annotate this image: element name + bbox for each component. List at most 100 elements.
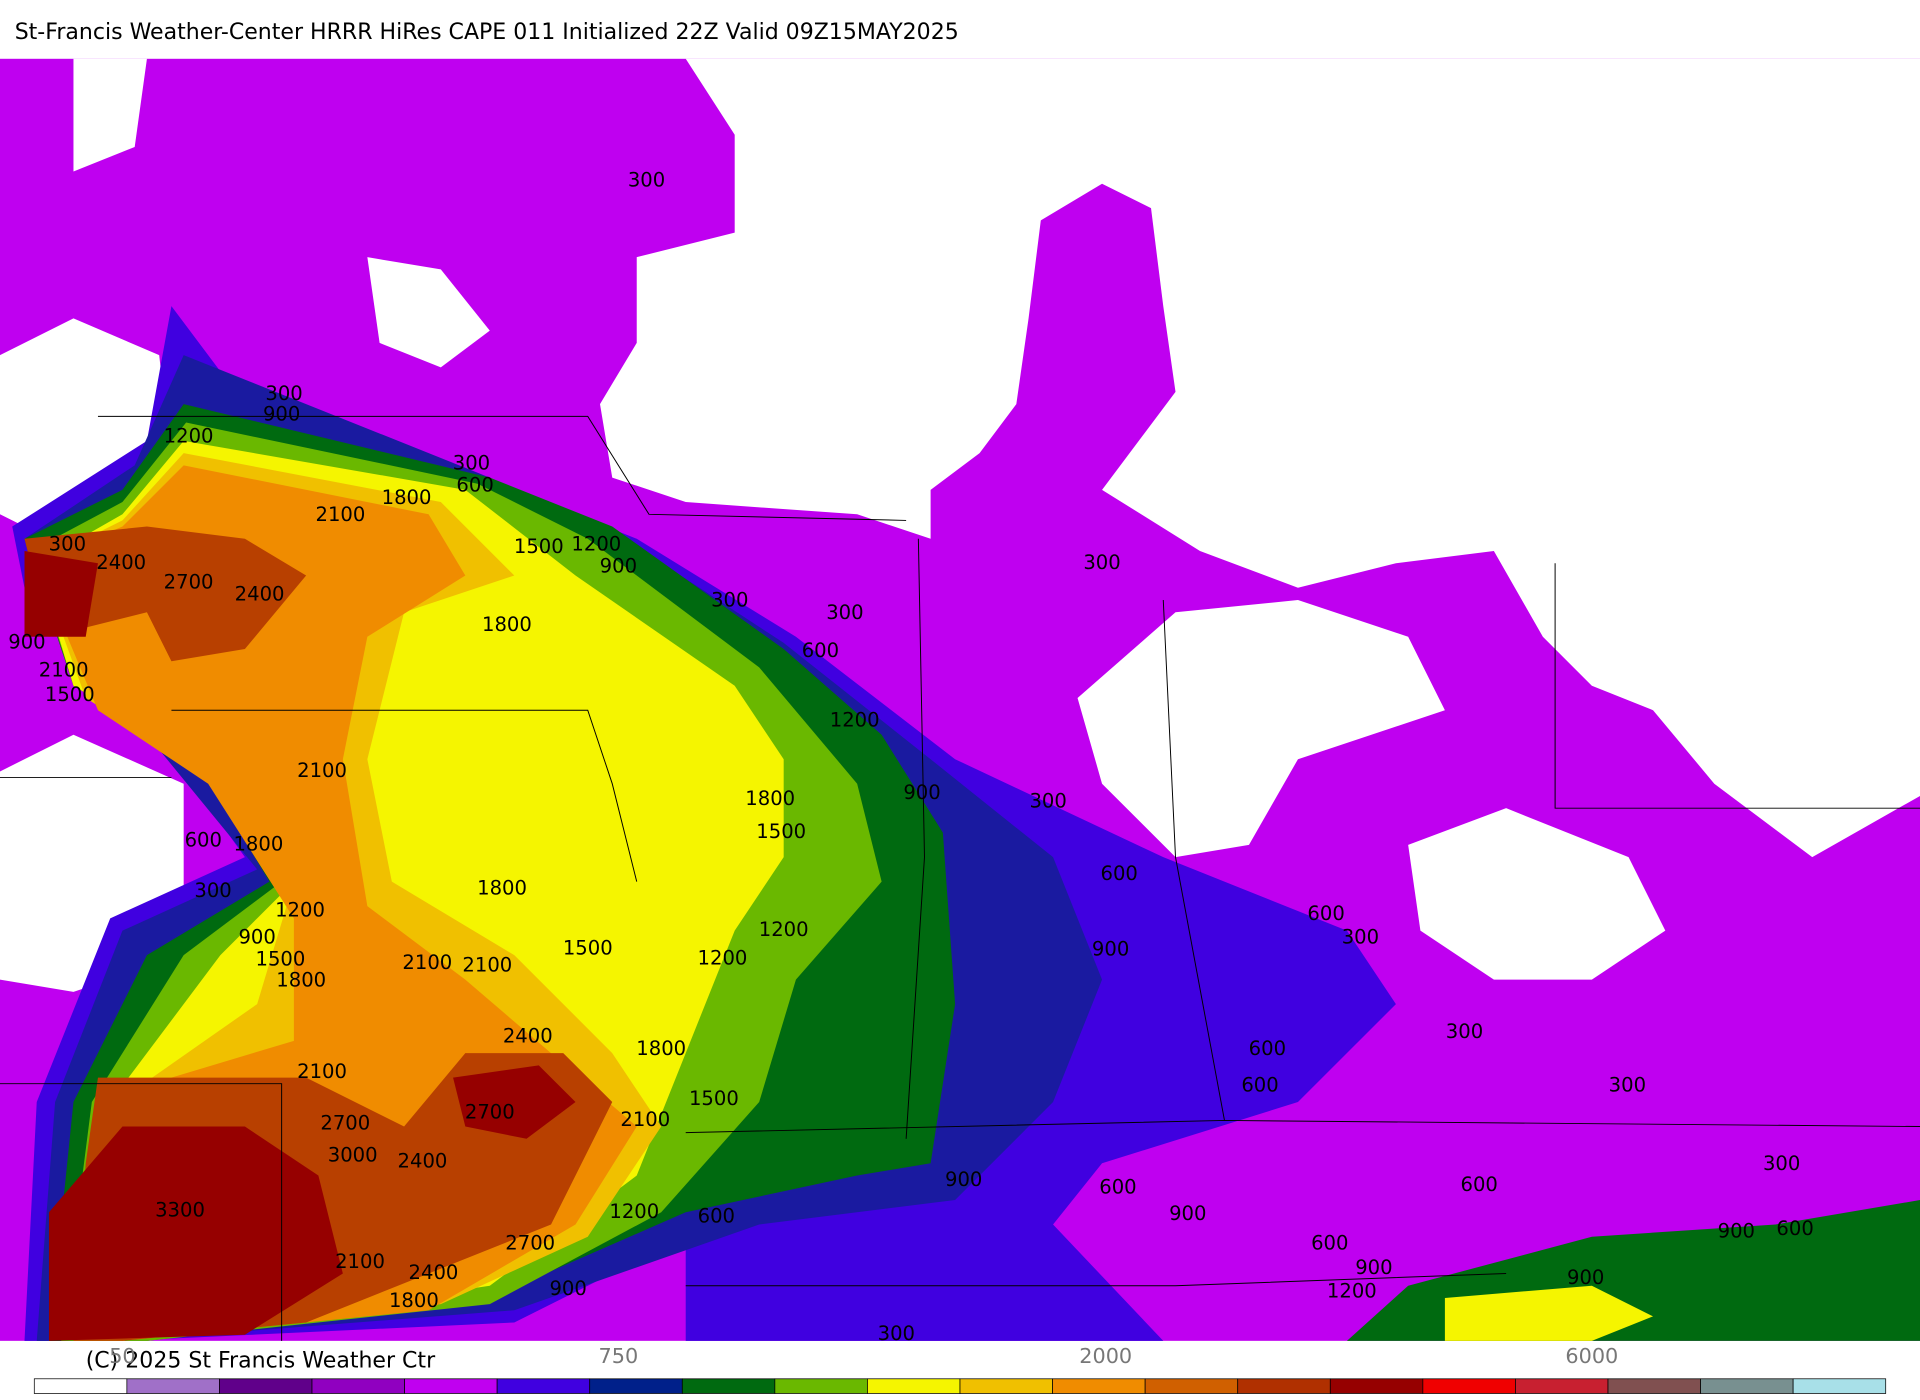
contour-label: 1800 <box>276 968 326 991</box>
contour-label: 2100 <box>39 659 89 682</box>
map-title: St-Francis Weather-Center HRRR HiRes CAP… <box>15 20 959 45</box>
contour-label: 1200 <box>164 425 214 448</box>
colorbar-segment <box>959 1378 1053 1394</box>
contour-label: 1800 <box>482 613 532 636</box>
contour-label: 1800 <box>233 832 283 855</box>
contour-label: 2100 <box>620 1108 670 1131</box>
contour-label: 300 <box>453 452 490 475</box>
contour-label: 300 <box>265 382 302 405</box>
contour-label: 1200 <box>609 1200 659 1223</box>
colorbar-segment <box>774 1378 868 1394</box>
contour-label: 2400 <box>409 1261 459 1284</box>
contour-label: 1800 <box>382 486 432 509</box>
contour-label: 2400 <box>235 583 285 606</box>
colorbar-segment <box>1607 1378 1701 1394</box>
contour-label: 1500 <box>45 683 95 706</box>
contour-label: 3300 <box>155 1199 205 1222</box>
contour-label: 1500 <box>255 948 305 971</box>
colorbar-segment <box>404 1378 498 1394</box>
colorbar-segment <box>311 1378 405 1394</box>
colorbar-segment <box>496 1378 591 1394</box>
contour-label: 300 <box>1083 551 1120 574</box>
contour-label: 600 <box>1249 1037 1286 1060</box>
contour-label: 1500 <box>689 1087 739 1110</box>
colorbar-segment <box>219 1378 313 1394</box>
contour-label: 2700 <box>320 1112 370 1135</box>
contour-label: 600 <box>456 474 493 497</box>
contour-label: 2100 <box>315 503 365 526</box>
colorbar-segment <box>867 1378 961 1394</box>
colorbar-label: 2000 <box>1079 1344 1132 1368</box>
contour-label: 300 <box>628 169 665 192</box>
map <box>0 58 1920 1341</box>
contour-label: 1200 <box>830 709 880 732</box>
contour-label: 300 <box>878 1322 915 1345</box>
contour-label: 900 <box>238 925 275 948</box>
contour-label: 2100 <box>335 1250 385 1273</box>
contour-label: 900 <box>1718 1219 1755 1242</box>
contour-label: 2100 <box>462 954 512 977</box>
colorbar-segment <box>1792 1378 1887 1394</box>
contour-label: 2400 <box>503 1025 553 1048</box>
contour-label: 300 <box>826 601 863 624</box>
contour-label: 300 <box>711 589 748 612</box>
colorbar-label: 750 <box>599 1344 639 1368</box>
contour-label: 600 <box>802 639 839 662</box>
contour-label: 1500 <box>563 937 613 960</box>
contour-label: 300 <box>1029 790 1066 813</box>
colorbar-segment <box>589 1378 683 1394</box>
colorbar: 50 750 2000 6000 <box>33 1344 1887 1394</box>
contour-label: 900 <box>1092 938 1129 961</box>
contour-label: 2400 <box>96 551 146 574</box>
colorbar-segment <box>1237 1378 1331 1394</box>
contour-label: 1200 <box>698 946 748 969</box>
contour-label: 2700 <box>505 1232 555 1255</box>
colorbar-segment <box>1052 1378 1146 1394</box>
contour-label: 1200 <box>759 918 809 941</box>
contour-label: 600 <box>1776 1217 1813 1240</box>
colorbar-segment <box>33 1378 128 1394</box>
contour-label: 600 <box>185 829 222 852</box>
contour-label: 2100 <box>402 951 452 974</box>
contour-label: 1500 <box>756 820 806 843</box>
contour-label: 1500 <box>514 535 564 558</box>
colorbar-segment <box>1144 1378 1239 1394</box>
contour-label: 1200 <box>1327 1279 1377 1302</box>
colorbar-segment <box>1329 1378 1424 1394</box>
contour-label: 2700 <box>164 570 214 593</box>
contour-label: 900 <box>1169 1202 1206 1225</box>
contour-label: 300 <box>1763 1152 1800 1175</box>
contour-label: 2100 <box>297 1060 347 1083</box>
colorbar-segment <box>1700 1378 1794 1394</box>
contour-label: 600 <box>698 1205 735 1228</box>
colorbar-segment <box>126 1378 220 1394</box>
contour-label: 300 <box>1609 1074 1646 1097</box>
contour-label: 900 <box>945 1168 982 1191</box>
contour-label: 3000 <box>328 1143 378 1166</box>
colorbar-label: 50 <box>109 1344 135 1368</box>
contour-label: 900 <box>1567 1266 1604 1289</box>
contour-label: 1800 <box>745 787 795 810</box>
contour-label: 900 <box>600 554 637 577</box>
contour-label: 600 <box>1099 1175 1136 1198</box>
contour-label: 300 <box>1342 925 1379 948</box>
contour-label: 900 <box>1355 1256 1392 1279</box>
colorbar-label: 6000 <box>1565 1344 1618 1368</box>
contour-label: 2400 <box>398 1150 448 1173</box>
contour-label: 600 <box>1241 1074 1278 1097</box>
contour-label: 900 <box>903 781 940 804</box>
colorbar-segment <box>1515 1378 1609 1394</box>
contour-label: 900 <box>8 630 45 653</box>
colorbar-segment <box>681 1378 776 1394</box>
contour-label: 600 <box>1307 902 1344 925</box>
contour-label: 2700 <box>465 1101 515 1124</box>
contour-label: 900 <box>549 1277 586 1300</box>
contour-label: 300 <box>194 879 231 902</box>
contour-label: 1200 <box>571 532 621 555</box>
contour-label: 1200 <box>275 899 325 922</box>
contour-label: 1800 <box>477 877 527 900</box>
contour-label: 1800 <box>389 1289 439 1312</box>
contour-label: 900 <box>263 403 300 426</box>
